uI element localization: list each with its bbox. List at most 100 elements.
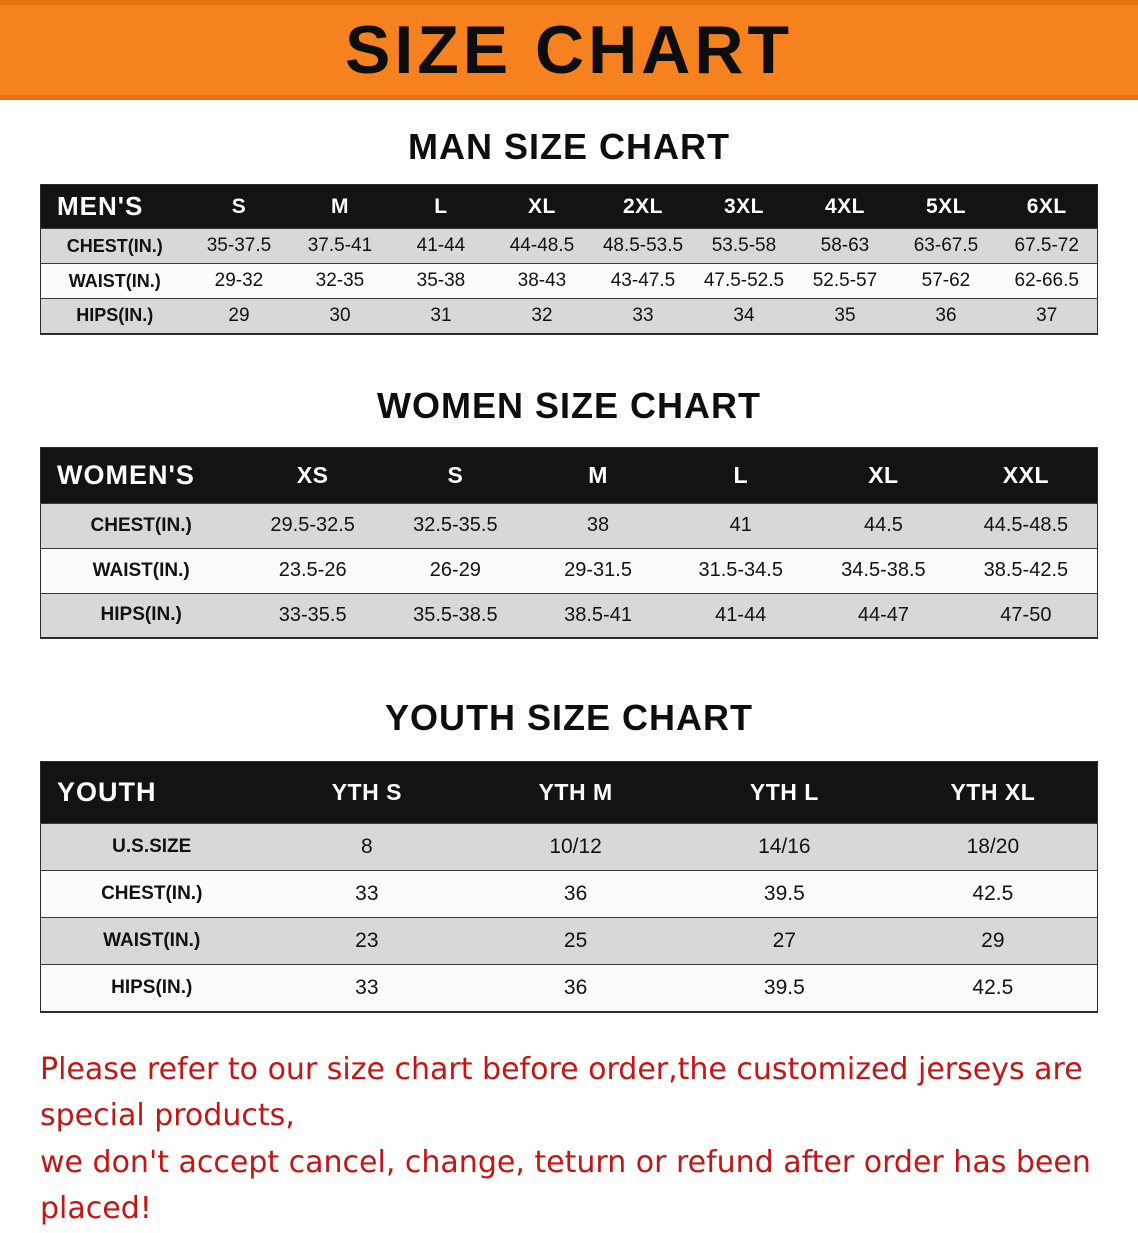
value-cell: 53.5-58 [711,235,777,256]
disclaimer-line-1: Please refer to our size chart before or… [40,1051,1083,1134]
size-header-cell: XS [296,461,329,488]
women-size-section: WOMEN SIZE CHART WOMEN'S XS S M L XL XXL CHEST(… [0,384,1138,639]
size-header-cell: 2XL [622,194,663,218]
value-cell: 44.5-48.5 [983,514,1069,536]
value-cell: 29-31.5 [564,559,632,581]
value-cell: 29-32 [214,270,264,291]
row-label-cell: CHEST(IN.) [66,235,163,256]
banner-title: SIZE CHART [345,12,793,88]
row-label-cell: U.S.SIZE [112,836,192,857]
size-header-cell: 5XL [925,194,966,218]
women-size-table: WOMEN'S XS S M L XL XXL CHEST(IN.) 29.5-32.5 32.5… [40,446,1098,639]
size-header-cell: YTH L [749,779,819,805]
value-cell: 36 [935,304,957,326]
value-cell: 18/20 [966,835,1020,858]
size-header-cell: YTH M [538,779,613,805]
value-cell: 58-63 [820,235,870,256]
men-size-section: MAN SIZE CHART MEN'S S M L XL 2XL 3XL 4XL 5XL 6XL… [0,126,1138,335]
value-cell: 42.5 [972,975,1014,999]
row-label-cell: CHEST(IN.) [90,514,192,536]
value-cell: 32 [531,304,553,326]
value-cell: 35.5-38.5 [413,603,498,626]
youth-chart-heading: YOUTH SIZE CHART [384,697,753,738]
row-label-cell: WAIST(IN.) [103,930,201,951]
value-cell: 35-37.5 [206,235,272,256]
value-cell: 33 [355,882,379,905]
table-header-row: YOUTH YTH S YTH M YTH L YTH XL [40,761,1098,824]
value-cell: 34 [733,304,755,326]
value-cell: 33 [355,975,379,999]
value-cell: 39.5 [763,882,805,905]
youth-size-table: YOUTH YTH S YTH M YTH L YTH XL U.S.SIZE 8 10/12… [40,761,1098,1013]
value-cell: 39.5 [763,975,805,999]
value-cell: 29 [981,929,1005,952]
value-cell: 8 [361,835,373,858]
value-cell: 47-50 [1000,603,1052,626]
value-cell: 37.5-41 [307,235,373,256]
size-header-cell: M [330,194,349,218]
table-row: HIPS(IN.) 29 30 31 32 33 34 35 36 37 [40,298,1098,334]
value-cell: 31 [430,304,452,326]
value-cell: 35-38 [416,270,466,291]
value-cell: 31.5-34.5 [698,559,783,581]
youth-size-section: YOUTH SIZE CHART YOUTH YTH S YTH M YTH L YTH… [0,697,1138,1013]
value-cell: 23 [355,929,379,952]
row-label-cell: HIPS(IN.) [100,604,182,626]
size-header-cell: L [434,194,448,218]
value-cell: 44-48.5 [509,235,575,256]
value-cell: 38.5-42.5 [983,559,1069,581]
size-header-cell: S [231,194,247,218]
table-row: CHEST(IN.) 29.5-32.5 32.5-35.5 38 41 44.5 44.5… [40,503,1098,548]
size-header-cell: XL [528,194,556,218]
value-cell: 38 [586,514,610,536]
men-chart-heading: MAN SIZE CHART [408,126,730,167]
size-header-cell: S [447,461,464,488]
value-cell: 32.5-35.5 [413,514,498,536]
size-header-cell: YTH S [331,779,402,805]
value-cell: 62-66.5 [1014,270,1079,291]
value-cell: 41-44 [416,235,466,256]
table-row: WAIST(IN.) 23.5-26 26-29 29-31.5 31.5-34.5 34… [40,548,1098,593]
value-cell: 44-47 [857,603,909,626]
table-title-cell: YOUTH [57,777,157,807]
size-header-cell: XL [868,461,899,488]
table-title-cell: WOMEN'S [57,459,195,490]
value-cell: 36 [563,882,588,905]
size-header-cell: 4XL [824,194,865,218]
value-cell: 30 [329,304,351,326]
order-disclaimer: Please refer to our size chart before or… [40,1047,1098,1233]
value-cell: 37 [1036,304,1058,326]
value-cell: 44.5 [863,514,903,536]
men-size-table: MEN'S S M L XL 2XL 3XL 4XL 5XL 6XL CHEST(IN.) 35-37… [40,184,1098,335]
value-cell: 23.5-26 [278,559,347,581]
value-cell: 10/12 [549,835,602,858]
size-header-cell: XXL [1002,461,1049,488]
value-cell: 43-47.5 [610,270,676,291]
size-header-cell: YTH XL [950,779,1036,805]
table-row: WAIST(IN.) 29-32 32-35 35-38 38-43 43-47.5 47.… [40,263,1098,299]
value-cell: 63-67.5 [913,235,979,256]
value-cell: 41-44 [715,603,767,626]
table-title-cell: MEN'S [57,191,144,221]
table-header-row: WOMEN'S XS S M L XL XXL [40,447,1098,503]
value-cell: 29 [228,304,250,326]
value-cell: 41 [729,514,752,536]
value-cell: 29.5-32.5 [270,514,355,536]
row-label-cell: CHEST(IN.) [101,883,203,904]
value-cell: 48.5-53.5 [602,235,684,256]
size-header-cell: 3XL [723,194,764,218]
value-cell: 38-43 [517,270,567,291]
row-label-cell: WAIST(IN.) [68,270,161,291]
size-header-cell: M [588,461,608,488]
size-header-cell: L [733,461,749,488]
value-cell: 25 [563,929,588,952]
size-chart-banner: SIZE CHART [0,0,1138,100]
value-cell: 14/16 [758,835,811,858]
women-chart-heading: WOMEN SIZE CHART [377,384,761,426]
table-row: HIPS(IN.) 33 36 39.5 42.5 [40,964,1098,1012]
table-row: CHEST(IN.) 33 36 39.5 42.5 [40,870,1098,918]
table-row: HIPS(IN.) 33-35.5 35.5-38.5 38.5-41 41-44 44-… [40,593,1098,638]
value-cell: 52.5-57 [812,270,878,291]
row-label-cell: WAIST(IN.) [92,559,190,581]
value-cell: 67.5-72 [1014,235,1079,256]
